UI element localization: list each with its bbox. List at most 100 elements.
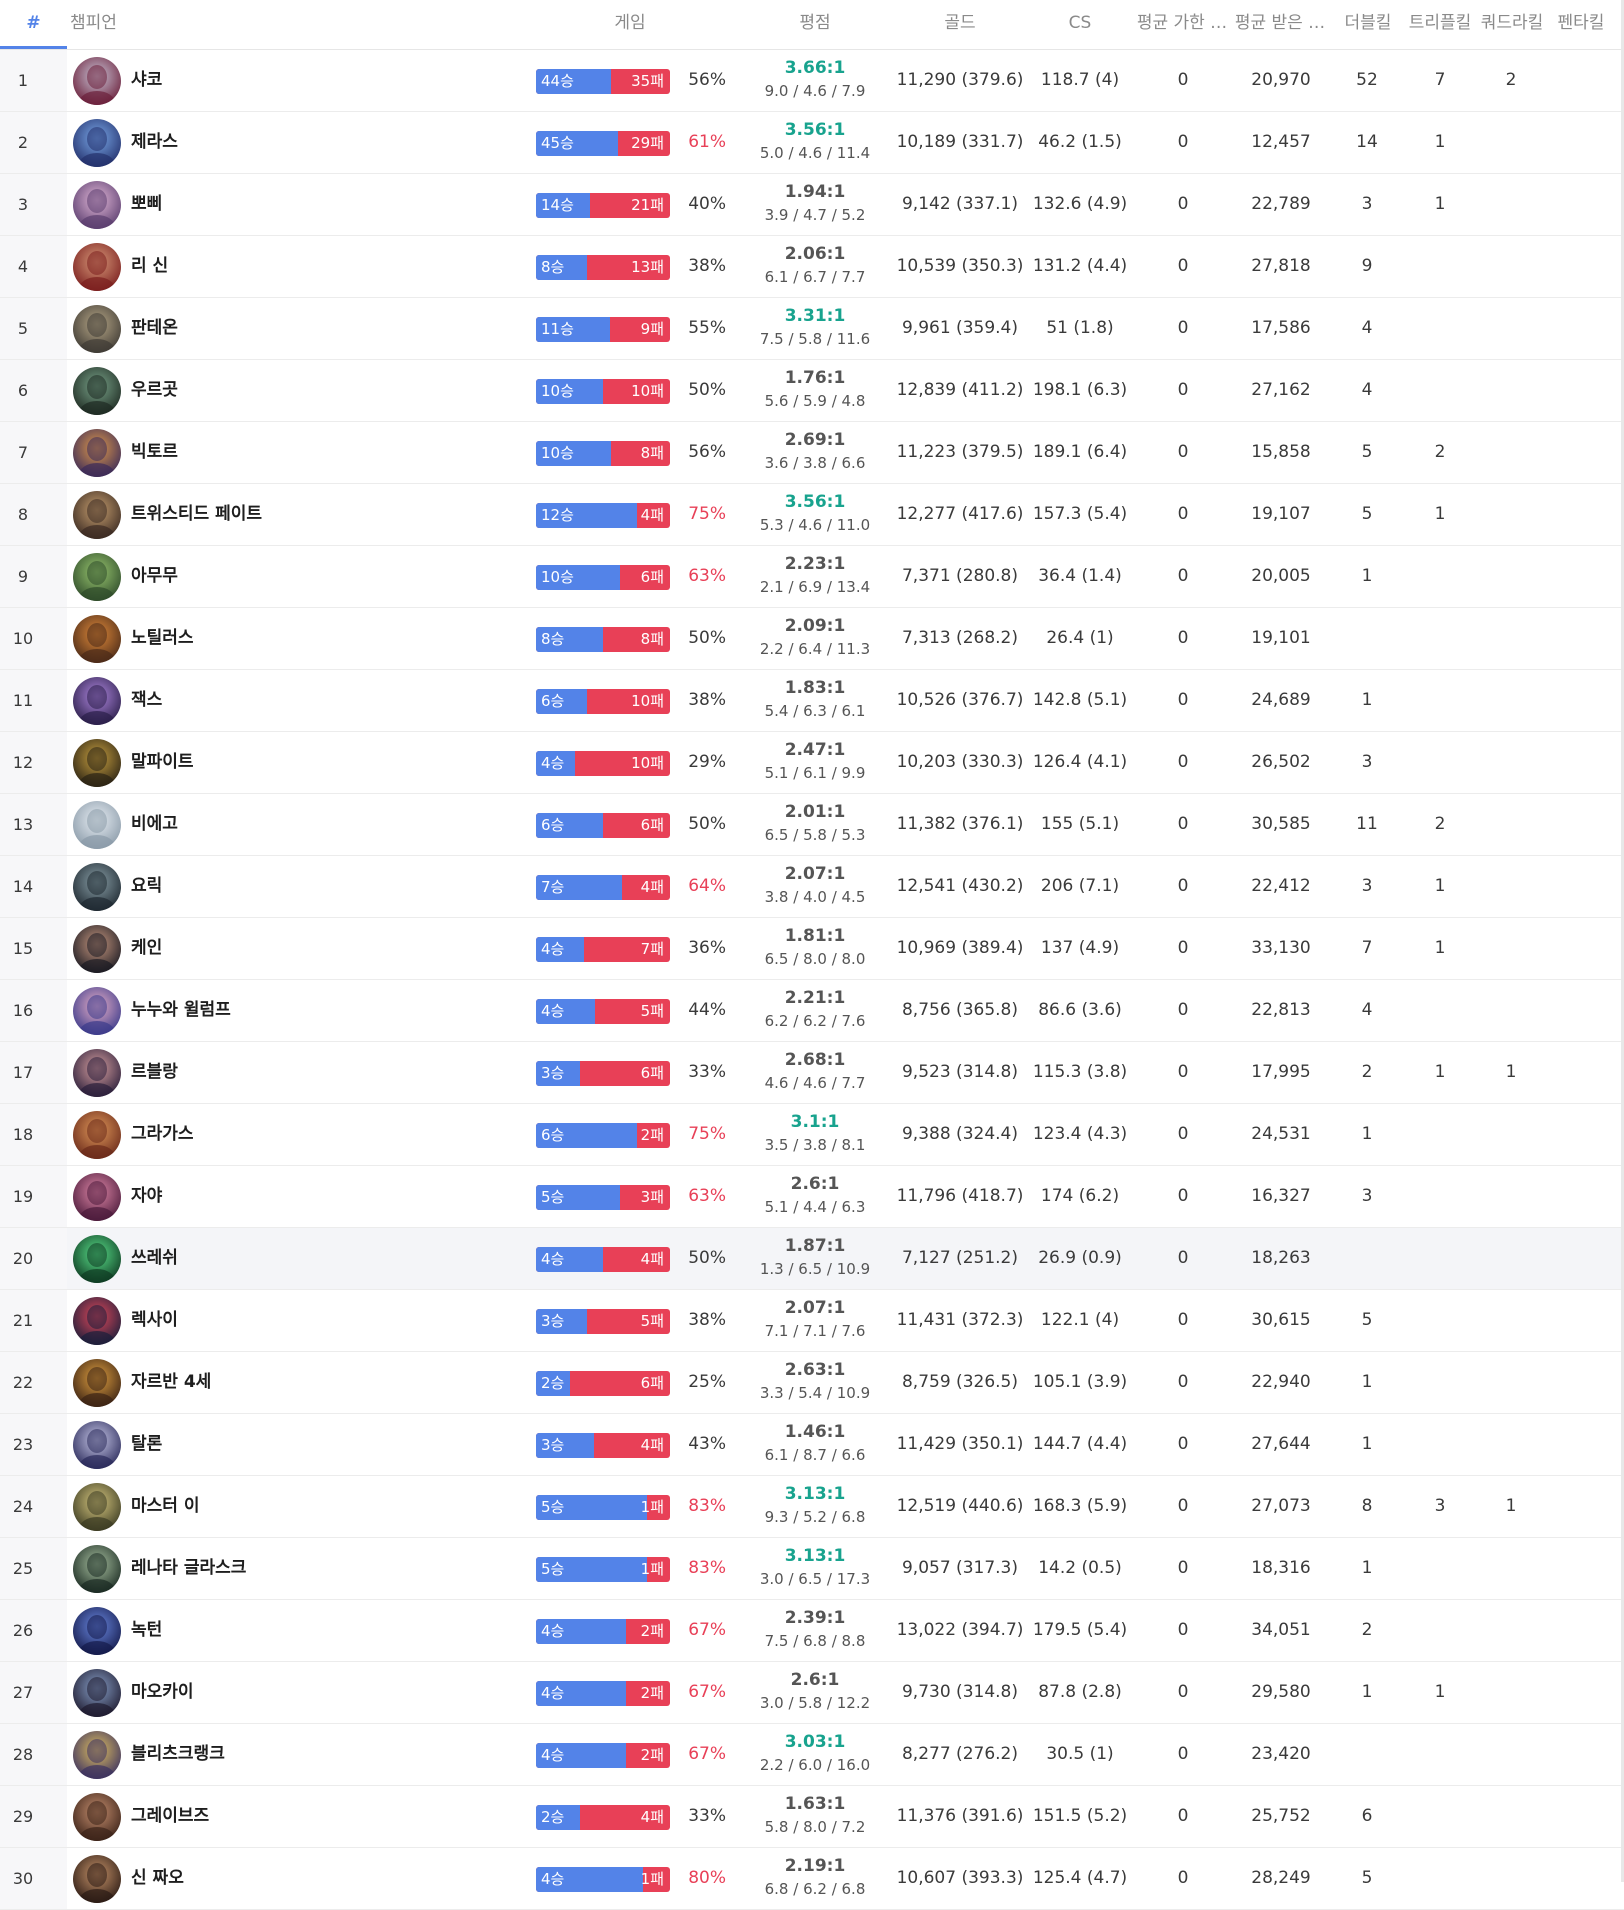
- champion-name[interactable]: 녹턴: [131, 1620, 163, 1640]
- champion-name[interactable]: 제라스: [131, 132, 178, 152]
- table-row[interactable]: 7 빅토르 10승 8패 56% 2.69:1 3.6 / 3.8 / 6: [0, 422, 1624, 484]
- table-row[interactable]: 4 리 신 8승 13패 38% 2.06:1 6.1 / 6.7 / 7: [0, 236, 1624, 298]
- champion-name[interactable]: 탈론: [131, 1434, 163, 1454]
- champion-name[interactable]: 뽀삐: [131, 194, 163, 214]
- champion-name[interactable]: 그라가스: [131, 1124, 194, 1144]
- table-row[interactable]: 27 마오카이 4승 2패 67% 2.6:1 3.0 / 5.8 / 1: [0, 1662, 1624, 1724]
- table-row[interactable]: 8 트위스티드 페이트 12승 4패 75% 3.56:1 5.3 / 4.: [0, 484, 1624, 546]
- jarvan-portrait-icon[interactable]: [73, 1359, 121, 1407]
- header-avg-dealt[interactable]: 평균 가한 …: [1136, 13, 1228, 33]
- viktor-portrait-icon[interactable]: [73, 429, 121, 477]
- gragas-portrait-icon[interactable]: [73, 1111, 121, 1159]
- xayah-portrait-icon[interactable]: [73, 1173, 121, 1221]
- table-row[interactable]: 17 르블랑 3승 6패 33% 2.68:1 4.6 / 4.6 / 7: [0, 1042, 1624, 1104]
- table-row[interactable]: 30 신 짜오 4승 1패 80% 2.19:1 6.8 / 6.2 /: [0, 1848, 1624, 1910]
- malphite-portrait-icon[interactable]: [73, 739, 121, 787]
- table-row[interactable]: 5 판테온 11승 9패 55% 3.31:1 7.5 / 5.8 / 1: [0, 298, 1624, 360]
- table-row[interactable]: 14 요릭 7승 4패 64% 2.07:1 3.8 / 4.0 / 4.: [0, 856, 1624, 918]
- kayn-portrait-icon[interactable]: [73, 925, 121, 973]
- table-row[interactable]: 9 아무무 10승 6패 63% 2.23:1 2.1 / 6.9 / 1: [0, 546, 1624, 608]
- header-triple-kill[interactable]: 트리플킬: [1408, 13, 1472, 33]
- table-row[interactable]: 1 샤코 44승 35패 56% 3.66:1 9.0 / 4.6 / 7: [0, 50, 1624, 112]
- champion-name[interactable]: 렉사이: [131, 1310, 178, 1330]
- table-row[interactable]: 28 블리츠크랭크 4승 2패 67% 3.03:1 2.2 / 6.0: [0, 1724, 1624, 1786]
- champion-name[interactable]: 마오카이: [131, 1682, 194, 1702]
- nautilus-portrait-icon[interactable]: [73, 615, 121, 663]
- table-row[interactable]: 22 자르반 4세 2승 6패 25% 2.63:1 3.3 / 5.4: [0, 1352, 1624, 1414]
- renata-portrait-icon[interactable]: [73, 1545, 121, 1593]
- yorick-portrait-icon[interactable]: [73, 863, 121, 911]
- header-double-kill[interactable]: 더블킬: [1344, 13, 1392, 33]
- table-row[interactable]: 15 케인 4승 7패 36% 1.81:1 6.5 / 8.0 / 8.: [0, 918, 1624, 980]
- header-avg-taken[interactable]: 평균 받은 …: [1234, 13, 1326, 33]
- xin-zhao-portrait-icon[interactable]: [73, 1855, 121, 1903]
- nocturne-portrait-icon[interactable]: [73, 1607, 121, 1655]
- maokai-portrait-icon[interactable]: [73, 1669, 121, 1717]
- table-row[interactable]: 23 탈론 3승 4패 43% 1.46:1 6.1 / 8.7 / 6.: [0, 1414, 1624, 1476]
- champion-name[interactable]: 르블랑: [131, 1062, 178, 1082]
- header-champion[interactable]: 챔피언: [70, 13, 117, 33]
- blitzcrank-portrait-icon[interactable]: [73, 1731, 121, 1779]
- urgot-portrait-icon[interactable]: [73, 367, 121, 415]
- champion-name[interactable]: 리 신: [131, 256, 169, 276]
- table-row[interactable]: 25 레나타 글라스크 5승 1패 83% 3.13:1 3.0 / 6.5: [0, 1538, 1624, 1600]
- champion-name[interactable]: 레나타 글라스크: [131, 1558, 247, 1578]
- poppy-portrait-icon[interactable]: [73, 181, 121, 229]
- table-row[interactable]: 19 자야 5승 3패 63% 2.6:1 5.1 / 4.4 / 6.3: [0, 1166, 1624, 1228]
- champion-name[interactable]: 비에고: [131, 814, 178, 834]
- amumu-portrait-icon[interactable]: [73, 553, 121, 601]
- reksai-portrait-icon[interactable]: [73, 1297, 121, 1345]
- table-row[interactable]: 20 쓰레쉬 4승 4패 50% 1.87:1 1.3 / 6.5 / 1: [0, 1228, 1624, 1290]
- pantheon-portrait-icon[interactable]: [73, 305, 121, 353]
- table-row[interactable]: 2 제라스 45승 29패 61% 3.56:1 5.0 / 4.6 /: [0, 112, 1624, 174]
- talon-portrait-icon[interactable]: [73, 1421, 121, 1469]
- champion-name[interactable]: 자야: [131, 1186, 163, 1206]
- champion-name[interactable]: 우르곳: [131, 380, 178, 400]
- table-row[interactable]: 12 말파이트 4승 10패 29% 2.47:1 5.1 / 6.1 /: [0, 732, 1624, 794]
- champion-name[interactable]: 빅토르: [131, 442, 178, 462]
- champion-name[interactable]: 블리츠크랭크: [131, 1744, 225, 1764]
- table-row[interactable]: 26 녹턴 4승 2패 67% 2.39:1 7.5 / 6.8 / 8.: [0, 1600, 1624, 1662]
- champion-name[interactable]: 잭스: [131, 690, 163, 710]
- champion-name[interactable]: 누누와 윌럼프: [131, 1000, 231, 1020]
- table-row[interactable]: 24 마스터 이 5승 1패 83% 3.13:1 9.3 / 5.2 /: [0, 1476, 1624, 1538]
- champion-name[interactable]: 쓰레쉬: [131, 1248, 178, 1268]
- header-quadra-kill[interactable]: 쿼드라킬: [1480, 13, 1544, 33]
- champion-name[interactable]: 신 짜오: [131, 1868, 184, 1888]
- table-row[interactable]: 21 렉사이 3승 5패 38% 2.07:1 7.1 / 7.1 / 7: [0, 1290, 1624, 1352]
- table-row[interactable]: 11 잭스 6승 10패 38% 1.83:1 5.4 / 6.3 / 6: [0, 670, 1624, 732]
- table-row[interactable]: 29 그레이브즈 2승 4패 33% 1.63:1 5.8 / 8.0 /: [0, 1786, 1624, 1848]
- twisted-fate-portrait-icon[interactable]: [73, 491, 121, 539]
- header-penta-kill[interactable]: 펜타킬: [1557, 13, 1605, 33]
- lee-sin-portrait-icon[interactable]: [73, 243, 121, 291]
- header-cs[interactable]: CS: [1068, 13, 1092, 33]
- champion-name[interactable]: 그레이브즈: [131, 1806, 210, 1826]
- champion-name[interactable]: 트위스티드 페이트: [131, 504, 263, 524]
- viego-portrait-icon[interactable]: [73, 801, 121, 849]
- xerath-portrait-icon[interactable]: [73, 119, 121, 167]
- master-yi-portrait-icon[interactable]: [73, 1483, 121, 1531]
- leblanc-portrait-icon[interactable]: [73, 1049, 121, 1097]
- thresh-portrait-icon[interactable]: [73, 1235, 121, 1283]
- header-games[interactable]: 게임: [614, 13, 646, 33]
- graves-portrait-icon[interactable]: [73, 1793, 121, 1841]
- nunu-portrait-icon[interactable]: [73, 987, 121, 1035]
- champion-name[interactable]: 요릭: [131, 876, 163, 896]
- table-row[interactable]: 16 누누와 윌럼프 4승 5패 44% 2.21:1 6.2 / 6.2: [0, 980, 1624, 1042]
- table-row[interactable]: 6 우르곳 10승 10패 50% 1.76:1 5.6 / 5.9 /: [0, 360, 1624, 422]
- jax-portrait-icon[interactable]: [73, 677, 121, 725]
- header-rank[interactable]: #: [0, 0, 67, 49]
- table-row[interactable]: 3 뽀삐 14승 21패 40% 1.94:1 3.9 / 4.7 / 5: [0, 174, 1624, 236]
- champion-name[interactable]: 마스터 이: [131, 1496, 200, 1516]
- champion-name[interactable]: 노틸러스: [131, 628, 194, 648]
- champion-name[interactable]: 샤코: [131, 70, 163, 90]
- table-row[interactable]: 10 노틸러스 8승 8패 50% 2.09:1 2.2 / 6.4 /: [0, 608, 1624, 670]
- table-row[interactable]: 18 그라가스 6승 2패 75% 3.1:1 3.5 / 3.8 / 8: [0, 1104, 1624, 1166]
- champion-name[interactable]: 말파이트: [131, 752, 194, 772]
- champion-name[interactable]: 케인: [131, 938, 163, 958]
- shaco-portrait-icon[interactable]: [73, 57, 121, 105]
- table-row[interactable]: 13 비에고 6승 6패 50% 2.01:1 6.5 / 5.8 / 5: [0, 794, 1624, 856]
- champion-name[interactable]: 아무무: [131, 566, 178, 586]
- champion-name[interactable]: 자르반 4세: [131, 1372, 212, 1392]
- header-gold[interactable]: 골드: [944, 13, 976, 33]
